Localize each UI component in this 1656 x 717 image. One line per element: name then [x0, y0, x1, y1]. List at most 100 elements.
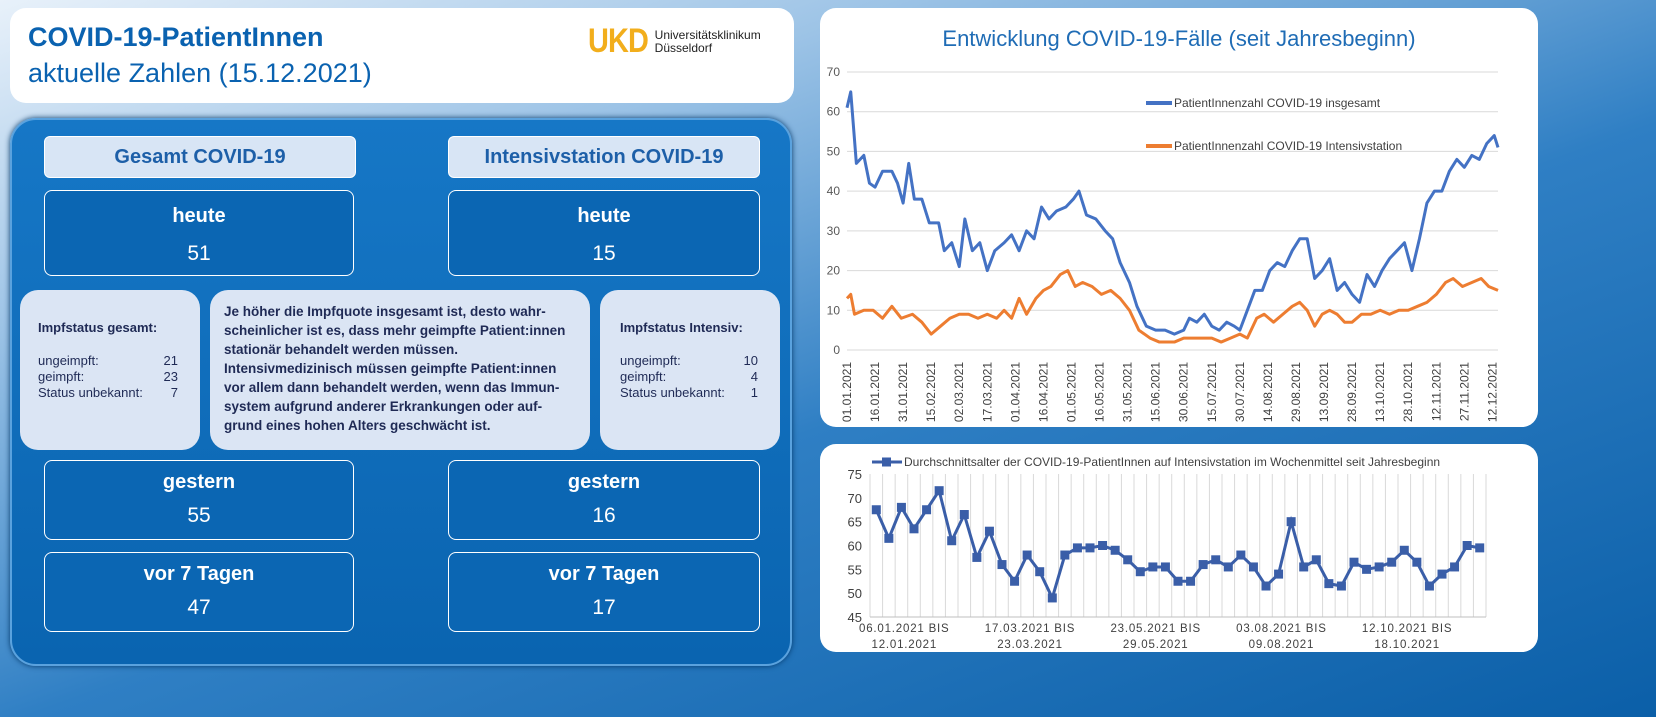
data-point — [1274, 569, 1284, 579]
intensiv-week: vor 7 Tagen 17 — [448, 552, 760, 632]
data-point — [896, 502, 906, 512]
data-point — [1198, 560, 1208, 570]
y-tick-label: 10 — [827, 303, 841, 317]
legend-label: PatientInnenzahl COVID-19 Intensivstatio… — [1174, 139, 1402, 153]
data-point — [922, 505, 932, 515]
series-line-1 — [845, 269, 1499, 344]
vaccination-note: Je höher die Impfquote insgesamt ist, de… — [210, 290, 590, 450]
impf-label: Status unbekannt: — [620, 385, 725, 400]
data-point — [1160, 562, 1170, 572]
impf-label: geimpft: — [620, 369, 667, 384]
impf-label: ungeimpft: — [38, 353, 99, 368]
y-tick-label: 60 — [848, 539, 862, 554]
legend-marker — [882, 457, 891, 467]
impf-value: 10 — [743, 353, 758, 368]
x-tick-label: 31.05.2021 — [1121, 362, 1135, 422]
value: 51 — [187, 242, 211, 265]
impf-value: 21 — [163, 353, 178, 368]
y-tick-label: 60 — [827, 105, 841, 119]
x-tick-label: 03.08.2021 BIS — [1236, 623, 1327, 635]
impf-label: ungeimpft: — [620, 353, 681, 368]
data-point — [984, 526, 994, 536]
x-tick-label: 17.03.2021 — [980, 362, 994, 422]
data-point — [972, 552, 982, 562]
y-tick-label: 45 — [848, 610, 862, 625]
x-tick-label: 15.07.2021 — [1205, 362, 1219, 422]
y-tick-label: 40 — [827, 184, 841, 198]
data-point — [1412, 557, 1422, 567]
x-tick-label: 15.02.2021 — [924, 362, 938, 422]
header-card: COVID-19-PatientInnen aktuelle Zahlen (1… — [10, 8, 794, 103]
x-tick-label: 16.04.2021 — [1036, 362, 1050, 422]
data-point — [1286, 517, 1296, 527]
data-point — [1110, 545, 1120, 555]
x-tick-label: 12.11.2021 — [1429, 362, 1443, 421]
impf-value: 1 — [750, 385, 758, 400]
data-point — [1424, 581, 1434, 591]
data-point — [1450, 562, 1460, 572]
x-tick-label: 16.01.2021 — [868, 362, 882, 422]
data-point — [1211, 555, 1221, 565]
series-line-0 — [845, 90, 1500, 336]
value: 55 — [187, 504, 211, 527]
data-point — [1047, 593, 1057, 603]
legend-label: PatientInnenzahl COVID-19 insgesamt — [1174, 96, 1381, 110]
data-point — [884, 533, 894, 543]
x-tick-label: 17.03.2021 BIS — [985, 623, 1076, 635]
x-tick-label: 12.01.2021 — [872, 639, 938, 651]
data-point — [1362, 564, 1372, 574]
label: gestern — [567, 471, 641, 493]
data-point — [1324, 579, 1334, 589]
gesamt-week: vor 7 Tagen 47 — [44, 552, 354, 632]
impf-value: 23 — [163, 369, 178, 384]
y-tick-label: 55 — [848, 562, 862, 577]
x-tick-label: 13.10.2021 — [1373, 362, 1387, 422]
data-point — [871, 505, 881, 515]
data-point — [959, 510, 969, 520]
impf-label: Status unbekannt: — [38, 385, 143, 400]
x-tick-label: 30.07.2021 — [1233, 362, 1247, 422]
data-point — [1135, 567, 1145, 577]
x-tick-label: 27.11.2021 — [1457, 362, 1471, 421]
intensiv-today: heute 15 — [448, 190, 760, 276]
data-point — [934, 486, 944, 496]
x-tick-label: 29.05.2021 — [1123, 639, 1189, 651]
y-tick-label: 30 — [827, 224, 841, 238]
x-tick-label: 02.03.2021 — [952, 362, 966, 422]
y-tick-label: 50 — [827, 144, 841, 158]
impf-value: 4 — [750, 369, 758, 384]
y-tick-label: 50 — [848, 586, 862, 601]
x-tick-label: 01.04.2021 — [1008, 362, 1022, 422]
value: 15 — [592, 242, 616, 265]
x-tick-label: 09.08.2021 — [1249, 639, 1315, 651]
label: gestern — [162, 471, 236, 493]
data-point — [1311, 555, 1321, 565]
value: 16 — [592, 504, 616, 527]
page-title: COVID-19-PatientInnen — [28, 22, 324, 52]
x-tick-label: 31.01.2021 — [896, 362, 910, 422]
x-tick-label: 23.03.2021 — [997, 639, 1063, 651]
cases-chart: Entwicklung COVID-19-Fälle (seit Jahresb… — [827, 26, 1500, 422]
impfstatus-intensiv: Impfstatus Intensiv: ungeimpft: 10 geimpf… — [600, 290, 780, 450]
data-point — [1336, 581, 1346, 591]
intensiv-yesterday: gestern 16 — [448, 460, 760, 540]
x-tick-label: 28.09.2021 — [1345, 362, 1359, 422]
data-point — [1374, 562, 1384, 572]
data-point — [909, 524, 919, 534]
gesamt-yesterday: gestern 55 — [44, 460, 354, 540]
x-tick-label: 14.08.2021 — [1261, 362, 1275, 422]
data-point — [1236, 550, 1246, 560]
data-point — [1223, 562, 1233, 572]
data-point — [1173, 576, 1183, 586]
x-tick-label: 13.09.2021 — [1317, 362, 1331, 422]
data-point — [1261, 581, 1271, 591]
x-tick-label: 28.10.2021 — [1401, 362, 1415, 422]
intensiv-header: Intensivstation COVID-19 — [448, 136, 760, 178]
y-tick-label: 75 — [848, 467, 862, 482]
data-point — [1022, 550, 1032, 560]
label: heute — [577, 205, 631, 227]
y-tick-label: 70 — [827, 65, 841, 79]
cases-chart-card: Entwicklung COVID-19-Fälle (seit Jahresb… — [820, 8, 1538, 427]
data-point — [1060, 550, 1070, 560]
x-tick-label: 18.10.2021 — [1374, 639, 1440, 651]
